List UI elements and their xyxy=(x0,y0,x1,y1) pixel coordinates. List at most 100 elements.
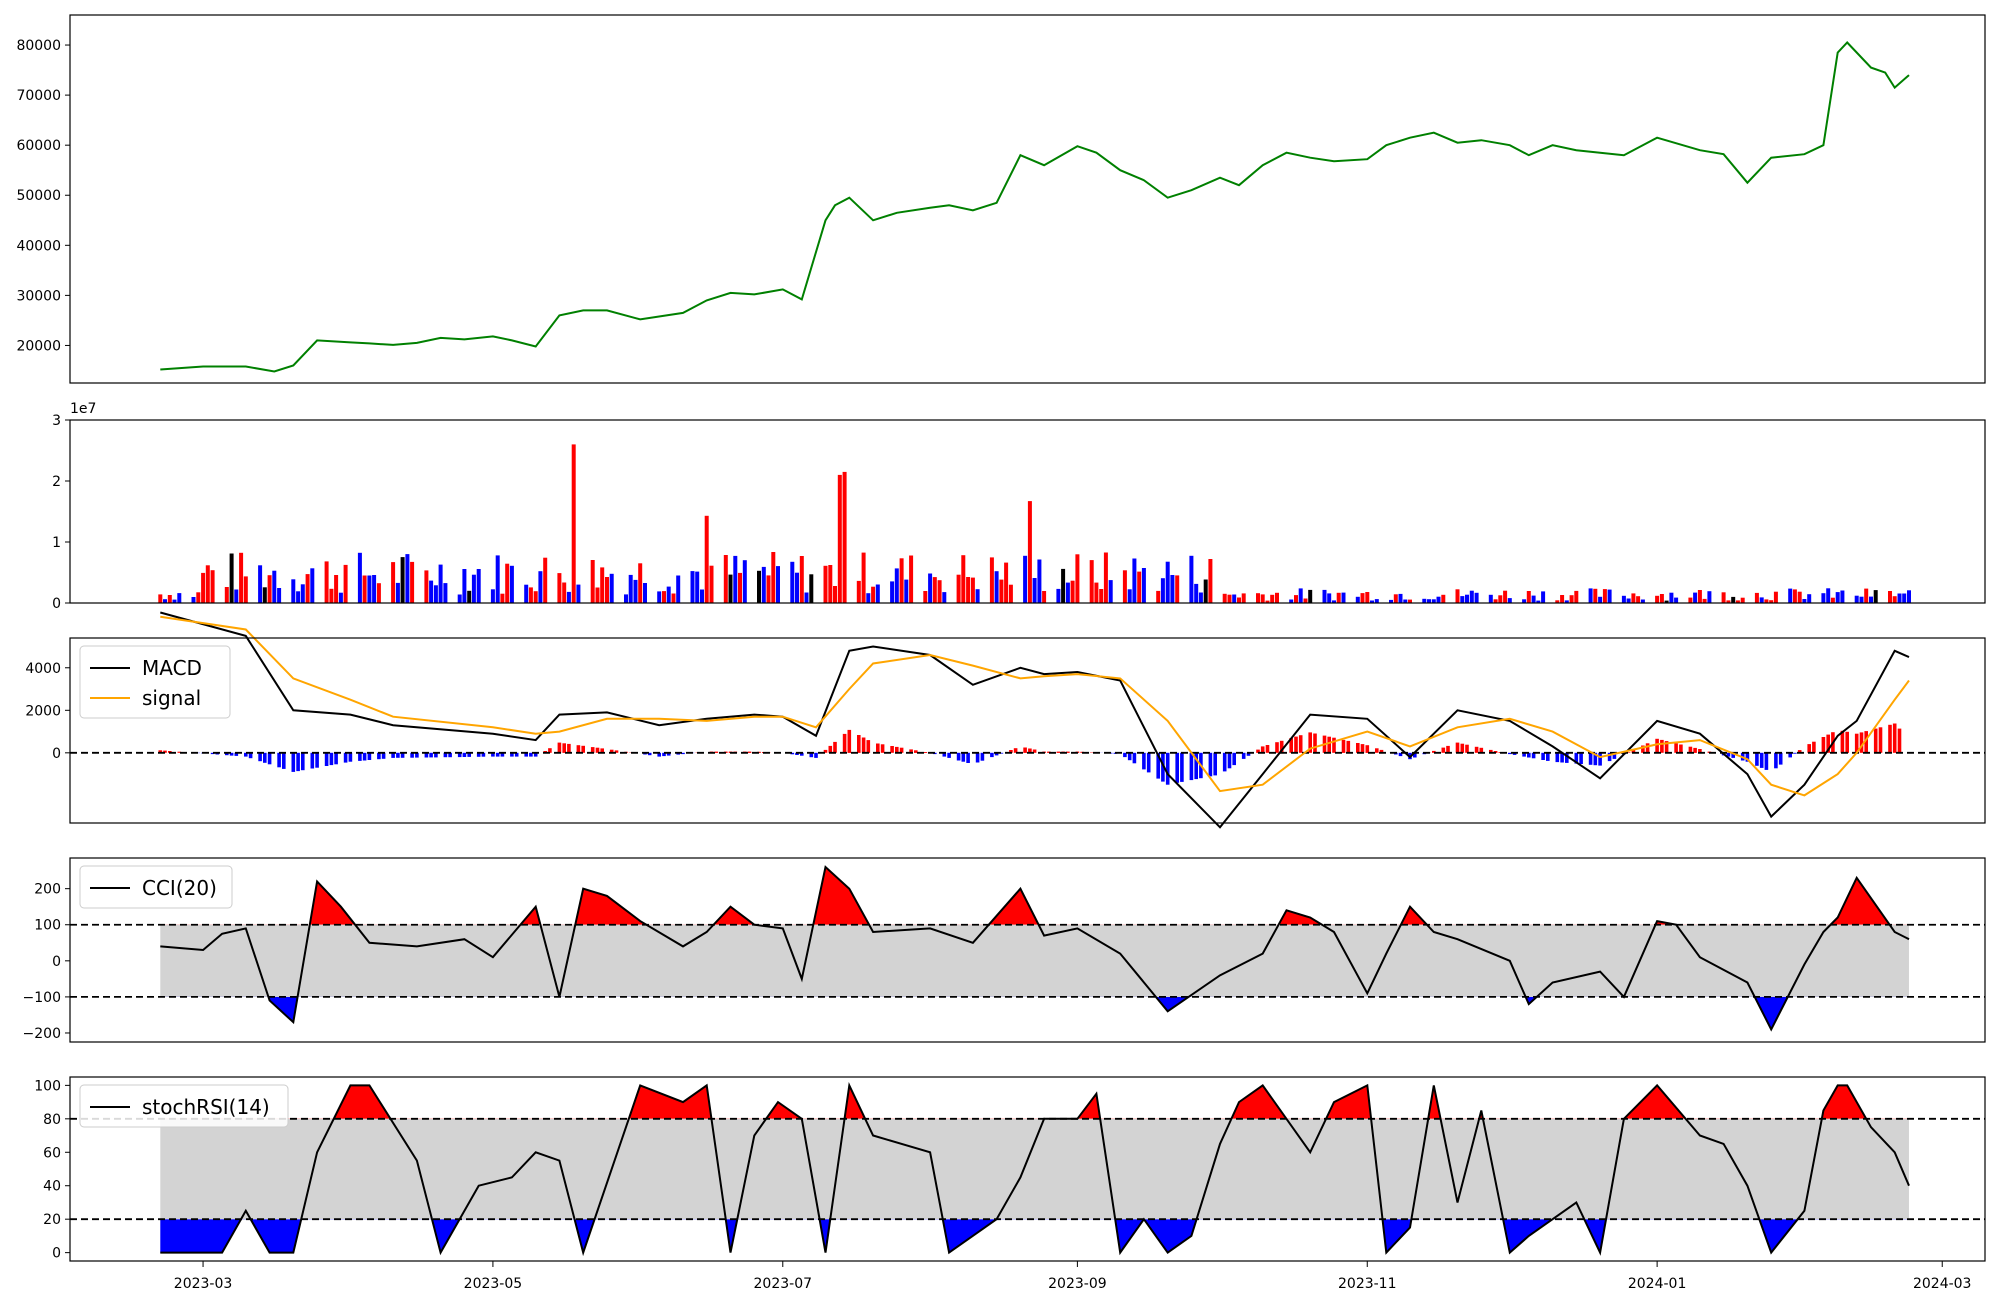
volume-bar xyxy=(676,575,681,603)
macd-histogram-bar xyxy=(1265,745,1270,753)
macd-histogram-bar xyxy=(1032,749,1037,753)
macd-histogram-bar xyxy=(1588,752,1593,765)
macd-histogram-bar xyxy=(548,748,552,753)
volume-bar xyxy=(1526,591,1531,603)
volume-bar xyxy=(1194,583,1199,603)
x-tick-label: 2023-03 xyxy=(174,1276,233,1292)
volume-bar xyxy=(1664,600,1669,603)
volume-bar xyxy=(1636,596,1641,603)
volume-bar xyxy=(334,575,339,603)
macd-histogram-bar xyxy=(1864,731,1868,753)
macd-histogram-bar xyxy=(657,752,661,757)
stochrsi-ytick-label: 80 xyxy=(43,1112,61,1128)
volume-bar xyxy=(1227,594,1232,603)
legend-label: stochRSI(14) xyxy=(142,1095,270,1119)
volume-bar xyxy=(367,575,372,603)
macd-ytick-label: 0 xyxy=(52,746,61,762)
volume-bar xyxy=(1754,592,1759,603)
volume-bar xyxy=(771,552,776,603)
macd-histogram-bar xyxy=(1531,752,1536,759)
volume-bar xyxy=(1759,597,1764,603)
volume-bar xyxy=(543,557,548,603)
volume-bar xyxy=(1094,582,1099,603)
volume-bar xyxy=(410,561,415,603)
macd-histogram-bar xyxy=(1812,741,1816,753)
volume-bar xyxy=(1341,592,1346,603)
volume-bar xyxy=(438,564,443,603)
volume-bar xyxy=(1888,591,1892,603)
volume-bar xyxy=(433,585,438,603)
macd-histogram-bar xyxy=(1222,752,1227,772)
volume-bar xyxy=(533,591,538,603)
volume-bar xyxy=(866,593,871,603)
macd-histogram-bar xyxy=(1332,737,1336,753)
volume-bar xyxy=(1835,592,1840,603)
volume-bar xyxy=(505,563,510,603)
volume-bar xyxy=(1536,600,1541,603)
volume-bar xyxy=(1122,570,1127,603)
volume-bar xyxy=(300,584,305,603)
macd-histogram-bar xyxy=(1660,739,1664,753)
legend-label: signal xyxy=(142,686,201,710)
volume-bar xyxy=(476,569,481,603)
macd-histogram-bar xyxy=(500,752,505,757)
volume-bar xyxy=(405,554,410,603)
volume-bar xyxy=(1198,592,1203,603)
macd-histogram-bar xyxy=(1878,727,1883,753)
volume-bar xyxy=(1702,598,1707,603)
volume-bar xyxy=(1607,589,1612,603)
macd-histogram-bar xyxy=(1821,737,1826,753)
macd-histogram-bar xyxy=(457,752,462,758)
volume-bar xyxy=(757,570,761,603)
macd-histogram-bar xyxy=(880,744,885,753)
volume-bar xyxy=(391,562,396,603)
macd-histogram-bar xyxy=(1432,750,1436,753)
macd-histogram-bar xyxy=(310,752,315,769)
macd-histogram-bar xyxy=(895,746,899,753)
macd-histogram-bar xyxy=(415,752,419,758)
price-line xyxy=(160,41,1910,373)
volume-bar xyxy=(1674,597,1679,603)
macd-histogram-bar xyxy=(681,752,685,755)
volume-bar xyxy=(904,579,909,603)
volume-bar xyxy=(1593,588,1598,603)
volume-bar xyxy=(1232,594,1237,603)
macd-histogram-bar xyxy=(847,729,852,753)
price-ytick-label: 20000 xyxy=(16,338,61,354)
volume-bar xyxy=(1308,589,1313,603)
volume-bar xyxy=(1455,589,1460,603)
volume-bar xyxy=(1655,595,1660,603)
volume-bar xyxy=(557,573,562,603)
macd-histogram-bar xyxy=(1759,752,1764,768)
volume-bar xyxy=(1840,590,1845,603)
volume-bar xyxy=(1422,598,1427,603)
macd-histogram-bar xyxy=(714,751,719,753)
volume-bar xyxy=(1042,591,1047,603)
volume-bar xyxy=(1303,598,1308,603)
volume-bar xyxy=(1208,559,1213,603)
volume-bar xyxy=(695,571,700,603)
volume-bar xyxy=(1764,599,1769,603)
macd-histogram-bar xyxy=(614,750,619,753)
macd-histogram-bar xyxy=(1465,744,1469,753)
macd-histogram-bar xyxy=(899,747,904,753)
volume-bar xyxy=(856,580,861,603)
macd-histogram-bar xyxy=(861,737,866,753)
volume-bar xyxy=(999,579,1004,603)
macd-histogram-bar xyxy=(163,750,167,753)
volume-bar xyxy=(1697,590,1702,603)
macd-histogram-bar xyxy=(666,752,671,756)
macd-histogram-bar xyxy=(1256,749,1260,753)
stochrsi-ytick-label: 20 xyxy=(43,1212,61,1228)
macd-histogram-bar xyxy=(857,735,861,753)
macd-histogram-bar xyxy=(1132,752,1137,764)
macd-histogram-bar xyxy=(1289,738,1293,753)
macd-histogram-bar xyxy=(1565,752,1569,763)
macd-histogram-bar xyxy=(1674,743,1678,753)
volume-bar xyxy=(1061,568,1066,603)
volume-bar xyxy=(1265,600,1270,603)
macd-histogram-bar xyxy=(1232,752,1236,766)
volume-bar xyxy=(310,568,315,603)
volume-bar xyxy=(1075,554,1080,603)
macd-histogram-bar xyxy=(291,752,296,772)
